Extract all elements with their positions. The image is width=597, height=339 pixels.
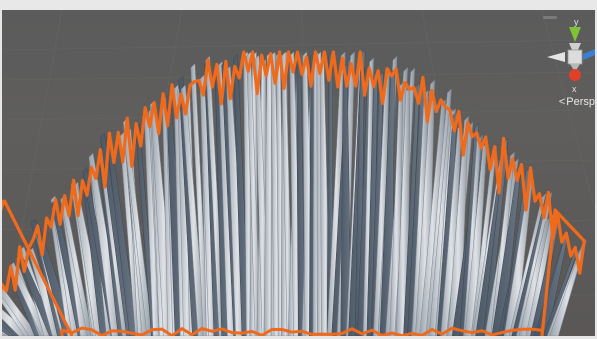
selection-outline bbox=[2, 50, 586, 336]
grass-blade bbox=[482, 148, 508, 336]
grass-blade bbox=[389, 81, 404, 336]
gizmo-x-cone-top bbox=[570, 64, 580, 72]
grass-blade bbox=[2, 286, 39, 336]
orientation-gizmo[interactable]: y x bbox=[535, 16, 595, 104]
grass-blade bbox=[190, 63, 209, 336]
grass-blade bbox=[246, 51, 262, 336]
grass-blade bbox=[373, 68, 390, 336]
grass-blade bbox=[508, 192, 547, 336]
scene-viewport[interactable]: y x <Persp bbox=[2, 10, 595, 336]
grass-blade bbox=[459, 123, 480, 336]
gizmo-x-cone bbox=[569, 69, 581, 81]
grass-blade bbox=[428, 109, 454, 336]
gizmo-neg-x-cone bbox=[547, 52, 565, 62]
scene-canvas bbox=[2, 10, 595, 336]
grass-blade bbox=[542, 247, 579, 336]
grass-blade bbox=[419, 99, 446, 336]
grass-blade bbox=[425, 88, 452, 336]
selection-outline-bottom bbox=[60, 326, 543, 336]
grass-blade bbox=[490, 151, 515, 336]
gizmo-z-cone bbox=[583, 49, 595, 60]
grass-blade bbox=[403, 82, 421, 336]
grass-blade bbox=[516, 191, 553, 336]
grass-blade bbox=[436, 110, 458, 336]
grass-blade bbox=[447, 115, 469, 336]
grass-blade bbox=[181, 84, 207, 336]
gizmo-y-cone bbox=[569, 27, 581, 42]
gizmo-neg-z-cone bbox=[569, 43, 581, 50]
grass-blade bbox=[281, 51, 294, 336]
overlay-drag-handle[interactable] bbox=[543, 16, 557, 19]
grass-blade bbox=[470, 145, 497, 336]
grass-blade bbox=[362, 57, 374, 336]
grass-blade bbox=[2, 327, 15, 336]
gizmo-x-label: x bbox=[572, 84, 577, 94]
projection-arrow: < bbox=[558, 96, 566, 108]
scene-toolbar-strip bbox=[0, 0, 597, 10]
grass-blade bbox=[407, 76, 426, 336]
grass-blade bbox=[354, 67, 365, 336]
grass-mesh[interactable] bbox=[2, 51, 587, 336]
projection-label: Persp bbox=[566, 96, 595, 108]
grass-blade bbox=[463, 136, 482, 336]
gizmo-y-label: y bbox=[574, 17, 579, 27]
gizmo-center-cube bbox=[567, 49, 583, 65]
projection-toggle[interactable]: <Persp bbox=[559, 96, 595, 108]
grass-blade bbox=[340, 63, 352, 336]
grass-blade bbox=[296, 51, 306, 336]
grass-blade bbox=[370, 71, 384, 336]
